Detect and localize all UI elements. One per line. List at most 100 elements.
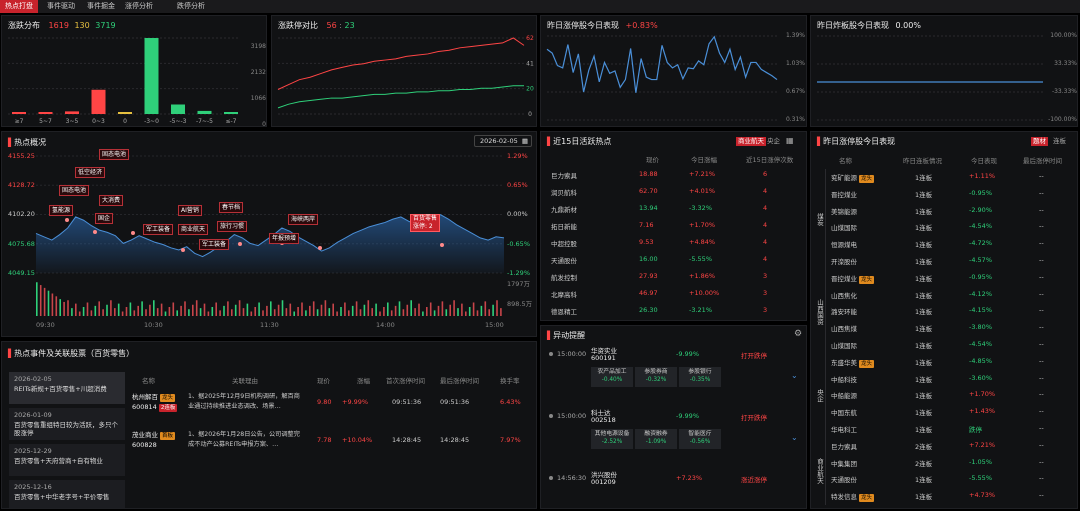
stock-name[interactable]: 潞安环能	[831, 308, 857, 317]
tab-event-driven[interactable]: 事件驱动	[47, 2, 75, 10]
volume-bar	[410, 300, 412, 316]
timeline-dot	[549, 414, 553, 418]
event-label[interactable]: 海峡两岸	[288, 214, 319, 225]
yl-tag-active[interactable]: 题材	[1031, 137, 1048, 146]
volume-bar	[468, 307, 471, 316]
stock-name[interactable]: 中船科技	[831, 375, 857, 384]
stock-name[interactable]: 晋控煤业 龙头	[831, 274, 875, 284]
tab-limit-up[interactable]: 涨停分析	[125, 2, 153, 10]
stock-name[interactable]: 开滦股份	[831, 258, 857, 266]
stock-name[interactable]: 晋控煤业	[831, 190, 857, 199]
table-cell: 3	[763, 272, 768, 280]
y-label: 4155.25	[8, 152, 35, 160]
hot-marker-icon: ▌	[8, 138, 15, 147]
event-label[interactable]: 固态电池	[99, 149, 130, 160]
stock-cell[interactable]: 杭州解百 龙头 600814 2连板	[132, 392, 178, 412]
y-label: 0.00%	[507, 210, 528, 218]
grid-icon[interactable]: ▦	[786, 136, 794, 145]
event-label[interactable]: 商业航天	[178, 224, 209, 235]
settings-icon[interactable]: ⚙	[794, 329, 803, 339]
stock-name[interactable]: 兖矿能源 龙头	[831, 174, 875, 183]
yl-tag[interactable]: 连板	[1053, 137, 1066, 145]
stock-name[interactable]: 东盛华美 龙头	[831, 358, 875, 368]
concept-tag[interactable]: 智能医疗 -0.56%	[679, 429, 721, 449]
table-cell: +1.70%	[689, 221, 716, 229]
table-cell: +7.21%	[689, 170, 716, 178]
stock-name[interactable]: 中集集团	[831, 459, 857, 468]
event-label[interactable]: AI营销	[178, 205, 202, 216]
volume-bar	[121, 311, 124, 316]
stock-name[interactable]: 山煤国际	[831, 342, 857, 350]
event-label[interactable]: 氢能源	[49, 205, 74, 216]
dist-y-labels: 3198 2132 1066 0	[242, 34, 266, 126]
event-text: 百货零售重组特日较为活跃，多只个股涨停	[14, 421, 118, 437]
volume-bar	[188, 309, 190, 316]
stock-name[interactable]: 中船能源	[831, 392, 857, 401]
expand-icon[interactable]: ⌄	[791, 371, 798, 380]
expand-icon[interactable]: ⌄	[791, 433, 798, 442]
event-date-item[interactable]: 2026-01-09 百货零售重组特日较为活跃，多只个股涨停	[9, 408, 125, 440]
event-label[interactable]: 旅行习惯	[217, 221, 248, 232]
alert-status[interactable]: 打开跌停	[741, 352, 767, 360]
event-text: 百货零售+天府营商+自有物业	[14, 457, 103, 465]
stock-name[interactable]: 恒源煤电	[831, 241, 857, 250]
table-cell: 3	[763, 289, 768, 297]
event-label[interactable]: 固态电池	[59, 185, 90, 196]
volume-bar	[351, 305, 354, 316]
volume-bar	[457, 308, 459, 316]
event-label[interactable]: 低空经济	[75, 167, 106, 178]
stock-cell[interactable]: 茂业商业 首板 600828	[132, 430, 176, 450]
stock-name[interactable]: 天通股份	[831, 476, 857, 485]
stock-name[interactable]: 山西焦煤	[831, 325, 857, 334]
event-label[interactable]: 军工装备	[199, 239, 230, 250]
volume-bar	[59, 299, 61, 316]
concept-tag[interactable]: 其他电源设备 -2.52%	[591, 429, 633, 449]
hot15-tag[interactable]: 央企	[767, 137, 780, 145]
x-label: 11:30	[260, 321, 279, 329]
volume-bar	[332, 303, 334, 316]
stock-code: 600814 2连板	[132, 403, 178, 412]
event-date-item[interactable]: 2025-12-29 百货零售+天府营商+自有物业	[9, 444, 125, 476]
dist-x-label: 5~7	[39, 118, 52, 125]
date-picker[interactable]: 2026-02-05 ▦	[474, 135, 532, 147]
stock-name[interactable]: 山煤国际	[831, 224, 857, 233]
stock-name[interactable]: 中国东航	[831, 409, 857, 418]
stock-name[interactable]: 华电科工	[831, 426, 857, 434]
event-label[interactable]: 国企	[95, 213, 114, 224]
reason-text: 1、据2025年12月9日机构调研，解百商业通过持续推进业态调改、场景…	[188, 393, 300, 410]
stock-name[interactable]: 美锦能源	[831, 207, 857, 216]
hot15-tag-active[interactable]: 商业航天	[736, 137, 766, 146]
tab-limit-down[interactable]: 跌停分析	[177, 2, 205, 10]
leader-badge: 龙头	[859, 275, 875, 284]
alert-status[interactable]: 涨近涨停	[741, 476, 767, 484]
stock-name[interactable]: 巨力索具	[831, 442, 857, 451]
volume-bar	[500, 308, 502, 316]
event-date-item[interactable]: 2025-12-16 百货零售+中华老字号+平价零售	[9, 480, 125, 508]
table-cell: 中超控股	[551, 240, 577, 248]
table-cell: -4.57%	[969, 256, 992, 264]
event-label[interactable]: 春节档	[219, 202, 244, 213]
concept-tag[interactable]: 参股银行 -0.35%	[679, 367, 721, 387]
stock-name[interactable]: 山西焦化	[831, 291, 857, 300]
tab-event-mining[interactable]: 事件掘金	[87, 2, 115, 10]
concept-tag[interactable]: 融资融券 -1.09%	[635, 429, 677, 449]
tab-hot-board[interactable]: 热点打盘	[0, 0, 38, 13]
y-label: 4049.15	[8, 269, 35, 277]
event-label[interactable]: 大消费	[99, 195, 124, 206]
concept-tag[interactable]: 参股券商 -0.32%	[635, 367, 677, 387]
table-cell: --	[1039, 256, 1044, 264]
volume-bar	[379, 311, 381, 316]
table-cell: 2连板	[915, 442, 933, 451]
volume-bar	[371, 308, 373, 316]
event-label-highlight[interactable]: 百货零售 涨停: 2	[410, 214, 441, 232]
concept-tag[interactable]: 农产品加工 -0.40%	[591, 367, 633, 387]
volume-bar	[441, 301, 444, 316]
event-label[interactable]: 年报预增	[269, 233, 300, 244]
volume-bar	[160, 303, 163, 316]
alert-status[interactable]: 打开跌停	[741, 414, 767, 422]
volume-bar	[156, 308, 159, 316]
event-date-item[interactable]: 2026-02-05 REITs新规+百货零售+川超消费	[9, 372, 125, 404]
event-label[interactable]: 军工装备	[143, 224, 174, 235]
series-line	[277, 85, 524, 109]
stock-name[interactable]: 特发信息 龙头	[831, 493, 875, 503]
